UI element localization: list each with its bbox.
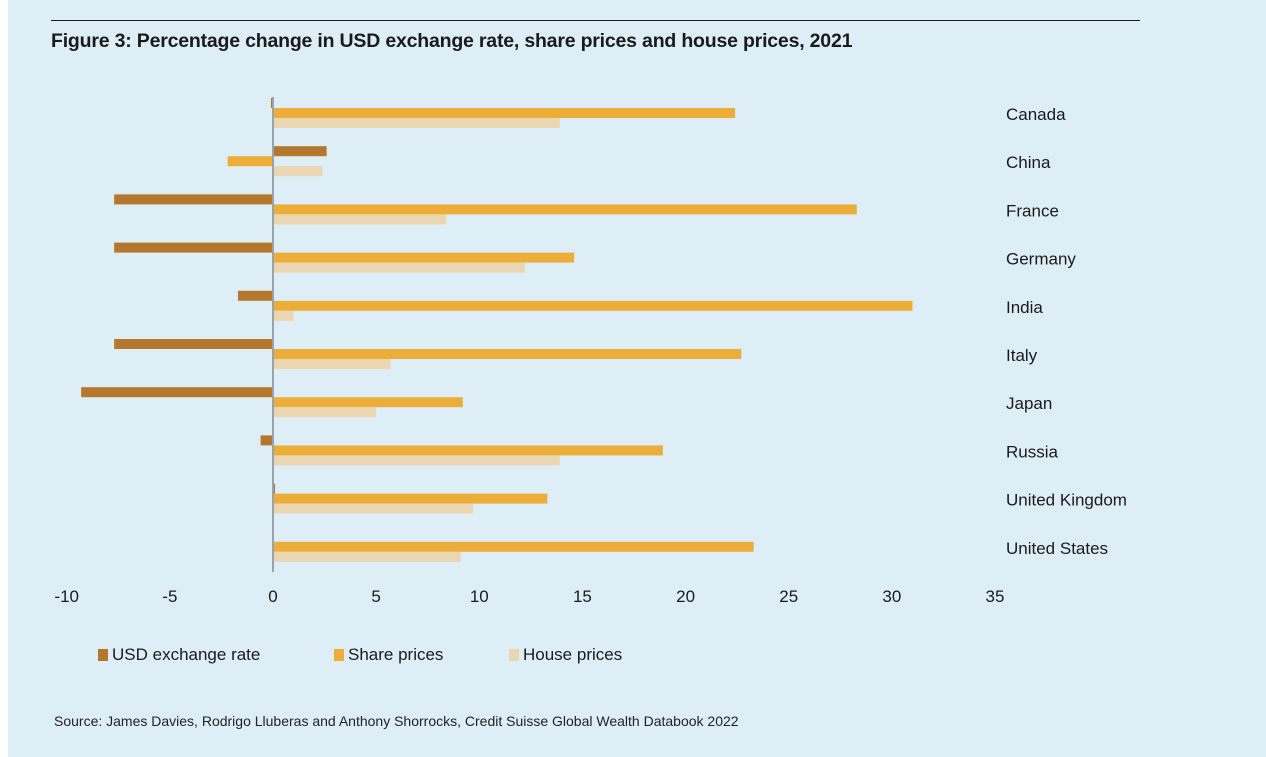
bar-share-prices-russia (273, 445, 663, 456)
legend-label-usd: USD exchange rate (112, 645, 261, 664)
bar-house-prices-united-kingdom (273, 503, 474, 514)
category-label: India (1006, 298, 1043, 317)
category-label: Canada (1006, 105, 1066, 124)
top-rule (51, 20, 1140, 21)
category-label: Japan (1006, 394, 1052, 413)
x-tick-label: 30 (882, 587, 901, 606)
bar-share-prices-germany (273, 252, 575, 263)
x-tick-label: 25 (779, 587, 798, 606)
bar-house-prices-united-states (273, 551, 461, 562)
bar-share-prices-india (273, 300, 913, 311)
bar-usd-exchange-rate-india (237, 290, 273, 301)
x-tick-label: 35 (986, 587, 1005, 606)
legend-swatch-house (509, 649, 519, 661)
category-label: United Kingdom (1006, 491, 1127, 510)
bar-share-prices-japan (273, 397, 463, 408)
figure-panel (8, 0, 1266, 757)
bar-usd-exchange-rate-japan (81, 387, 273, 398)
bar-usd-exchange-rate-russia (260, 435, 273, 446)
category-label: Russia (1006, 442, 1059, 461)
x-tick-label: -5 (162, 587, 177, 606)
x-tick-label: 0 (268, 587, 277, 606)
bar-house-prices-russia (273, 455, 560, 466)
legend-swatch-usd (98, 649, 108, 661)
bar-usd-exchange-rate-italy (114, 339, 273, 349)
x-tick-label: 10 (470, 587, 489, 606)
bar-house-prices-canada (273, 118, 560, 128)
legend-label-house: House prices (523, 645, 623, 664)
bar-house-prices-japan (273, 407, 377, 418)
legend-label-share: Share prices (348, 645, 444, 664)
category-label: Italy (1006, 346, 1038, 365)
category-label: China (1006, 153, 1051, 172)
x-tick-label: 20 (676, 587, 695, 606)
category-label: France (1006, 201, 1059, 220)
bar-share-prices-china (227, 156, 273, 167)
source-note: Source: James Davies, Rodrigo Lluberas a… (54, 713, 739, 729)
bar-share-prices-united-kingdom (273, 493, 548, 504)
x-tick-label: -10 (54, 587, 79, 606)
bar-house-prices-germany (273, 262, 525, 273)
bar-usd-exchange-rate-united-kingdom (273, 483, 276, 494)
bar-share-prices-canada (273, 108, 736, 118)
bar-share-prices-united-states (273, 541, 754, 552)
category-label: Germany (1006, 250, 1076, 269)
bar-house-prices-italy (273, 359, 391, 369)
legend-item-share: Share prices (334, 645, 443, 665)
bar-house-prices-china (273, 166, 323, 177)
x-tick-label: 15 (573, 587, 592, 606)
bar-house-prices-france (273, 214, 447, 225)
legend-swatch-share (334, 649, 344, 661)
x-tick-label: 5 (371, 587, 380, 606)
bar-usd-exchange-rate-china (273, 146, 327, 157)
chart-title: Figure 3: Percentage change in USD excha… (51, 30, 853, 52)
bar-share-prices-france (273, 204, 857, 215)
legend-item-usd: USD exchange rate (98, 645, 260, 665)
bar-share-prices-italy (273, 349, 742, 359)
category-label: United States (1006, 539, 1108, 558)
legend-item-house: House prices (509, 645, 622, 665)
bar-house-prices-india (273, 310, 294, 321)
bar-usd-exchange-rate-france (114, 194, 273, 205)
bar-usd-exchange-rate-canada (270, 98, 273, 108)
bar-usd-exchange-rate-germany (114, 242, 273, 253)
